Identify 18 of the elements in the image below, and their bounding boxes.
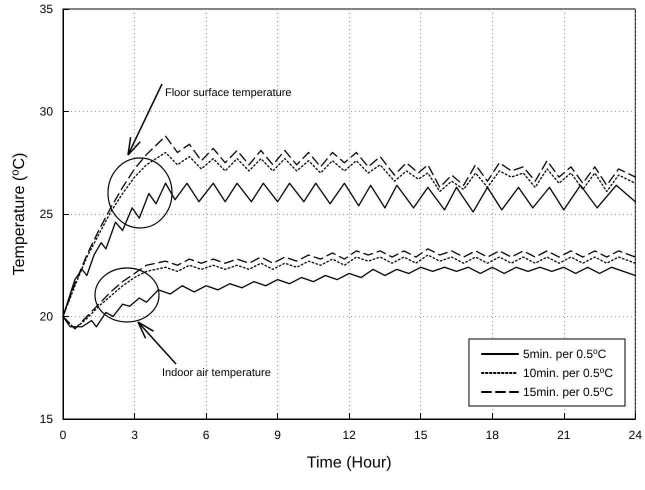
x-tick-label: 9 — [274, 428, 282, 442]
y-tick-label: 25 — [40, 207, 54, 221]
y-tick-label: 30 — [40, 104, 54, 118]
x-tick-label: 0 — [60, 428, 67, 442]
x-tick-label: 21 — [557, 428, 571, 442]
y-axis-title: Temperature (oC) — [10, 152, 28, 276]
y-tick-label: 20 — [40, 310, 54, 324]
x-axis-title: Time (Hour) — [306, 454, 392, 472]
annotation: Indoor air temperature — [162, 367, 271, 379]
y-tick-label: 35 — [40, 2, 54, 16]
x-tick-label: 24 — [628, 428, 642, 442]
annotation: Floor surface temperature — [165, 87, 292, 99]
x-tick-label: 6 — [202, 428, 210, 442]
x-tick-label: 12 — [342, 428, 356, 442]
x-tick-label: 3 — [131, 428, 138, 442]
x-tick-label: 18 — [486, 428, 500, 442]
y-tick-label: 15 — [40, 412, 54, 426]
x-tick-label: 15 — [414, 428, 428, 442]
